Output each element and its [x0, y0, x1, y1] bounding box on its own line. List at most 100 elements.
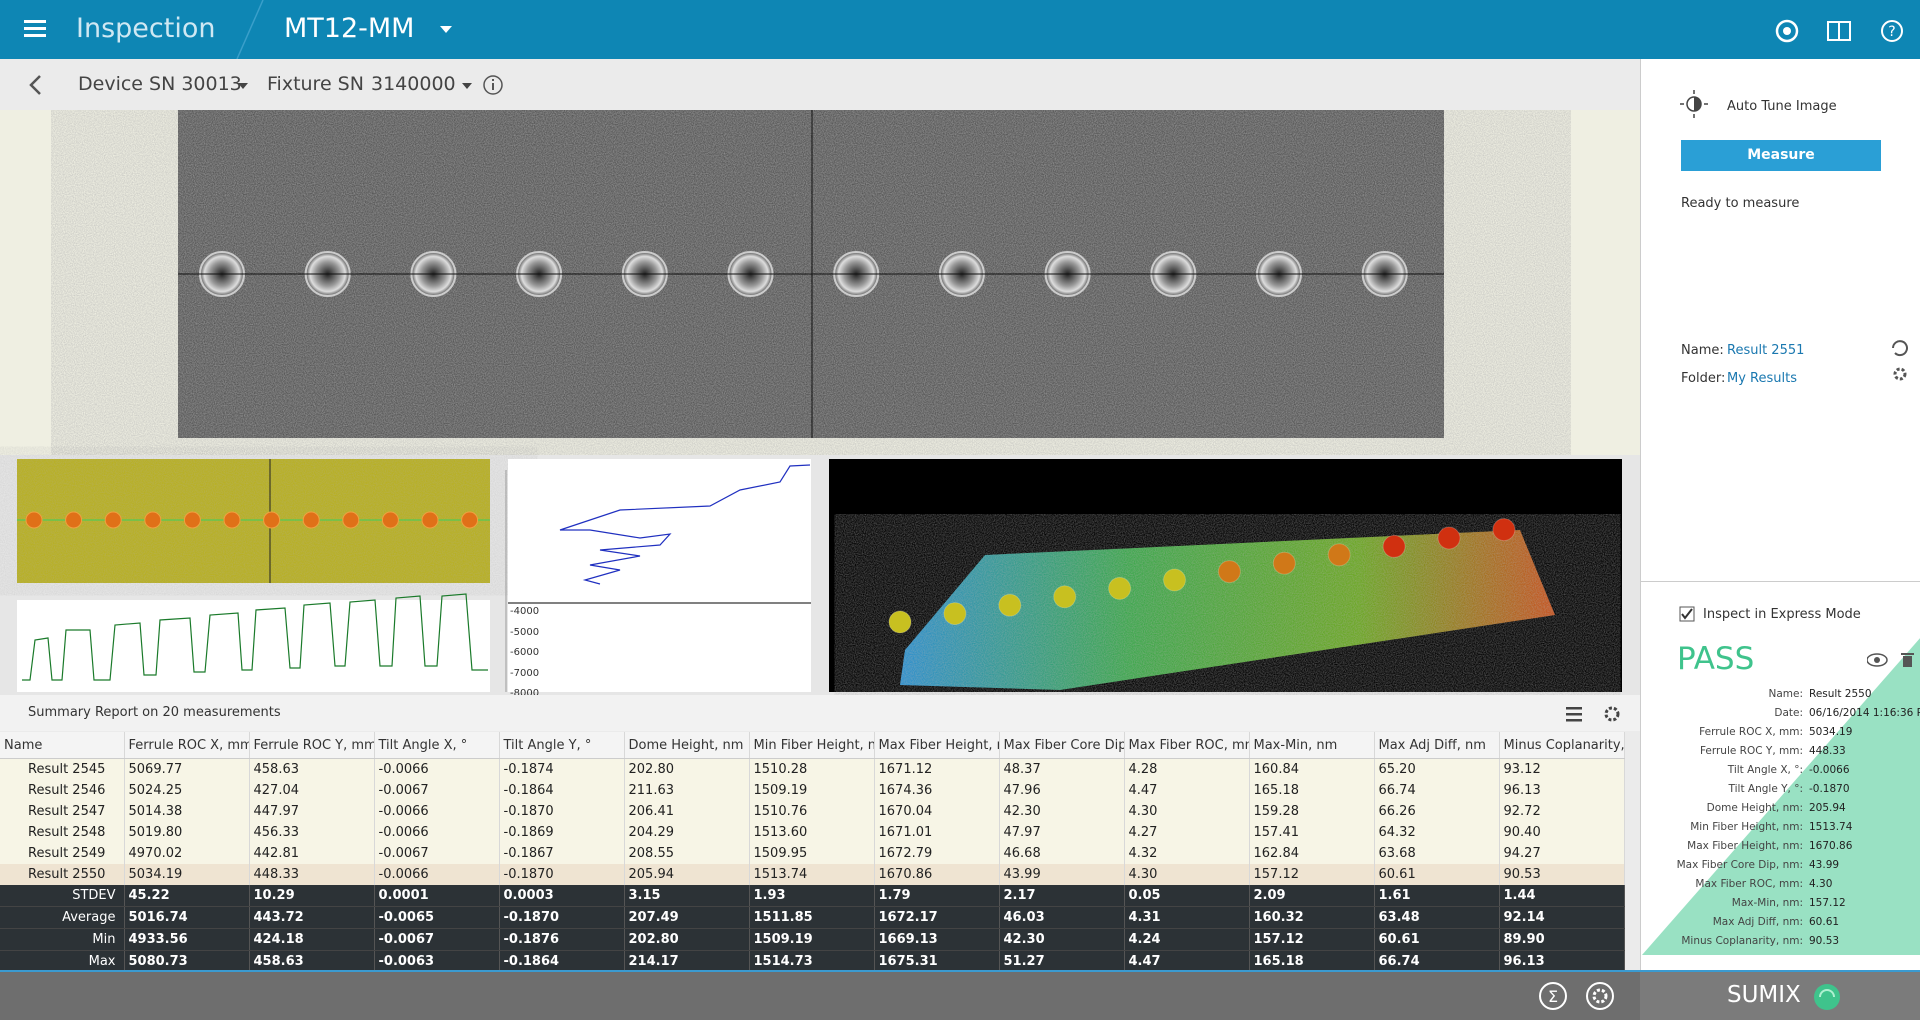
cell: 1511.85: [749, 907, 874, 929]
detail-value: -0.0066: [1809, 764, 1850, 776]
summary-icons[interactable]: [1566, 705, 1626, 723]
row-name: Result 2547: [0, 801, 124, 822]
cell: -0.0066: [374, 801, 499, 822]
cell: 96.13: [1499, 780, 1624, 801]
fiber-3d: [1383, 535, 1405, 557]
back-button[interactable]: [28, 75, 42, 95]
name-icons[interactable]: [1889, 339, 1911, 385]
cell: -0.0067: [374, 843, 499, 864]
cell: 157.12: [1249, 929, 1374, 951]
express-label[interactable]: Inspect in Express Mode: [1703, 607, 1861, 622]
fiber-3d: [999, 594, 1021, 616]
fiber-3d: [1493, 519, 1515, 541]
express-checkbox[interactable]: [1679, 606, 1695, 622]
device-select[interactable]: Device SN 30013: [78, 73, 242, 95]
detail-label: Max Adj Diff, nm:: [1713, 916, 1803, 928]
column-header[interactable]: Max Fiber Core Dip,: [999, 732, 1124, 759]
fiber-3d: [1164, 569, 1186, 591]
result-row[interactable]: Result 25505034.19448.33-0.0066-0.187020…: [0, 864, 1624, 885]
cell: 4.28: [1124, 759, 1249, 781]
result-icons[interactable]: [1867, 651, 1915, 669]
detail-value: 448.33: [1809, 745, 1846, 757]
result-row[interactable]: Result 25485019.80456.33-0.0066-0.186920…: [0, 822, 1624, 843]
status: Ready to measure: [1681, 196, 1799, 211]
name-value[interactable]: Result 2551: [1727, 343, 1804, 358]
info-button[interactable]: [482, 74, 504, 96]
cell: 2.17: [999, 885, 1124, 907]
folder-label: Folder:: [1681, 371, 1725, 386]
cell: 5069.77: [124, 759, 249, 781]
cell: 160.32: [1249, 907, 1374, 929]
auto-tune-icon: [1679, 89, 1709, 119]
cell: 4.24: [1124, 929, 1249, 951]
cell: 1513.74: [749, 864, 874, 885]
cell: 89.90: [1499, 929, 1624, 951]
model-select[interactable]: MT12-MM: [284, 13, 414, 44]
cell: 424.18: [249, 929, 374, 951]
cell: 1672.79: [874, 843, 999, 864]
cell: 1509.95: [749, 843, 874, 864]
column-header[interactable]: Tilt Angle X, °: [374, 732, 499, 759]
side-panel: Auto Tune Image Measure Ready to measure…: [1640, 59, 1920, 970]
cell: 4970.02: [124, 843, 249, 864]
column-header[interactable]: Ferrule ROC Y, mm: [249, 732, 374, 759]
summary-title: Summary Report on 20 measurements: [28, 705, 281, 720]
profile-axis: -4000-5000-6000-7000-8000: [510, 602, 539, 705]
cell: 1670.04: [874, 801, 999, 822]
cell: 47.96: [999, 780, 1124, 801]
cell: 1669.13: [874, 929, 999, 951]
brand-logo: [1812, 982, 1842, 1012]
result-row[interactable]: Result 25465024.25427.04-0.0067-0.186421…: [0, 780, 1624, 801]
cell: 1670.86: [874, 864, 999, 885]
cell: 157.12: [1249, 864, 1374, 885]
detail-value: -0.1870: [1809, 783, 1850, 795]
detail-value: 90.53: [1809, 935, 1839, 947]
column-header[interactable]: Max Fiber Height, nm: [874, 732, 999, 759]
column-header[interactable]: Minus Coplanarity, nm: [1499, 732, 1624, 759]
divider: [1641, 581, 1920, 582]
column-header[interactable]: Min Fiber Height, nm: [749, 732, 874, 759]
column-header[interactable]: Max Fiber ROC, mm: [1124, 732, 1249, 759]
result-row[interactable]: Result 25494970.02442.81-0.0067-0.186720…: [0, 843, 1624, 864]
top-icons[interactable]: ?: [1774, 18, 1910, 44]
cell: 60.61: [1374, 864, 1499, 885]
detail-value: 60.61: [1809, 916, 1839, 928]
summary-table: NameFerrule ROC X, mmFerrule ROC Y, mmTi…: [0, 732, 1625, 973]
menu-button[interactable]: [24, 20, 46, 38]
result-row[interactable]: Result 25455069.77458.63-0.0066-0.187420…: [0, 759, 1624, 781]
column-header[interactable]: Ferrule ROC X, mm: [124, 732, 249, 759]
cell: 93.12: [1499, 759, 1624, 781]
detail-label: Min Fiber Height, nm:: [1690, 821, 1803, 833]
measure-button[interactable]: Measure: [1681, 140, 1881, 171]
auto-tune-label[interactable]: Auto Tune Image: [1727, 99, 1837, 114]
folder-value[interactable]: My Results: [1727, 371, 1797, 386]
detail-value: 1670.86: [1809, 840, 1852, 852]
cell: 1674.36: [874, 780, 999, 801]
column-header[interactable]: Max Adj Diff, nm: [1374, 732, 1499, 759]
cell: 159.28: [1249, 801, 1374, 822]
bottom-icons[interactable]: Σ: [1538, 981, 1618, 1011]
cell: 205.94: [624, 864, 749, 885]
cell: 1513.60: [749, 822, 874, 843]
column-header[interactable]: Name: [0, 732, 124, 759]
detail-label: Max Fiber Height, nm:: [1687, 840, 1803, 852]
result-row[interactable]: Result 25475014.38447.97-0.0066-0.187020…: [0, 801, 1624, 822]
cell: -0.1869: [499, 822, 624, 843]
cell: 65.20: [1374, 759, 1499, 781]
cell: -0.0065: [374, 907, 499, 929]
cell: 5024.25: [124, 780, 249, 801]
column-header[interactable]: Max-Min, nm: [1249, 732, 1374, 759]
cell: 427.04: [249, 780, 374, 801]
cell: -0.1870: [499, 907, 624, 929]
image-views: [0, 110, 1640, 695]
column-header[interactable]: Dome Height, nm: [624, 732, 749, 759]
cell: 456.33: [249, 822, 374, 843]
column-header[interactable]: Tilt Angle Y, °: [499, 732, 624, 759]
detail-value: 5034.19: [1809, 726, 1852, 738]
detail-value: 43.99: [1809, 859, 1839, 871]
stats-row: STDEV45.2210.290.00010.00033.151.931.792…: [0, 885, 1624, 907]
fixture-select[interactable]: 3140000: [371, 73, 456, 95]
axis-label: -7000: [510, 664, 539, 685]
dropdown-arrow: [462, 83, 472, 89]
cell: 0.0003: [499, 885, 624, 907]
